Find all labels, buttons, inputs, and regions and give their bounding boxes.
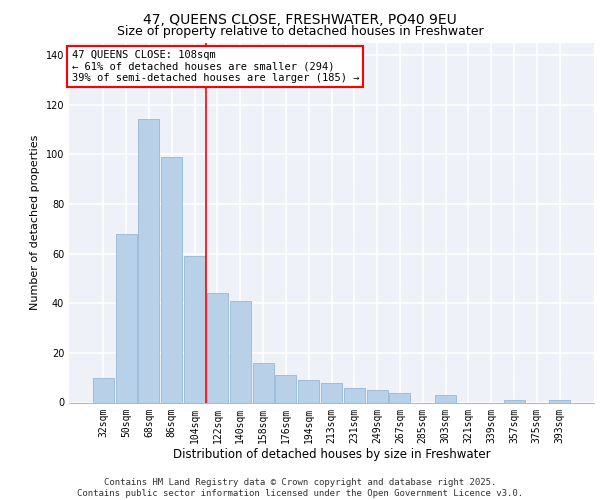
Bar — [207, 294, 228, 403]
Bar — [253, 363, 274, 403]
Bar — [503, 400, 524, 402]
Bar — [161, 156, 182, 402]
Bar — [298, 380, 319, 402]
Bar — [139, 120, 160, 403]
Bar — [116, 234, 137, 402]
Text: Size of property relative to detached houses in Freshwater: Size of property relative to detached ho… — [116, 25, 484, 38]
Bar — [549, 400, 570, 402]
Text: 47 QUEENS CLOSE: 108sqm
← 61% of detached houses are smaller (294)
39% of semi-d: 47 QUEENS CLOSE: 108sqm ← 61% of detache… — [71, 50, 359, 83]
Bar — [435, 395, 456, 402]
Bar — [184, 256, 205, 402]
Bar — [367, 390, 388, 402]
X-axis label: Distribution of detached houses by size in Freshwater: Distribution of detached houses by size … — [173, 448, 490, 461]
Text: Contains HM Land Registry data © Crown copyright and database right 2025.
Contai: Contains HM Land Registry data © Crown c… — [77, 478, 523, 498]
Bar — [344, 388, 365, 402]
Y-axis label: Number of detached properties: Number of detached properties — [30, 135, 40, 310]
Bar — [93, 378, 114, 402]
Bar — [275, 375, 296, 402]
Text: 47, QUEENS CLOSE, FRESHWATER, PO40 9EU: 47, QUEENS CLOSE, FRESHWATER, PO40 9EU — [143, 12, 457, 26]
Bar — [389, 392, 410, 402]
Bar — [230, 300, 251, 402]
Bar — [321, 382, 342, 402]
